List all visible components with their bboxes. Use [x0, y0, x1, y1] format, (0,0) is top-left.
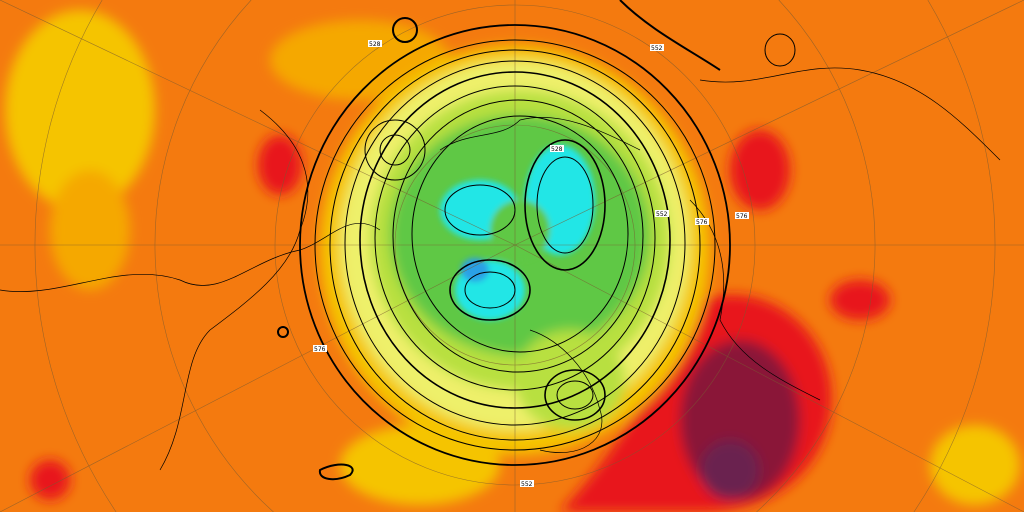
contour-label: 528 — [550, 145, 564, 153]
svg-text:528: 528 — [551, 146, 563, 153]
contour-label: 552 — [655, 210, 669, 218]
contour-labels: 528 552 576 528 552 576 552 576 — [313, 40, 749, 488]
contour-label: 552 — [520, 480, 534, 488]
height-contours — [277, 0, 796, 466]
coastlines — [0, 67, 1001, 481]
svg-text:552: 552 — [651, 45, 663, 52]
svg-text:576: 576 — [736, 213, 748, 220]
contour-label: 528 — [368, 40, 382, 48]
svg-text:576: 576 — [314, 346, 326, 353]
svg-text:552: 552 — [521, 481, 533, 488]
contour-label: 576 — [313, 345, 327, 353]
contour-label: 576 — [695, 218, 709, 226]
svg-text:528: 528 — [369, 41, 381, 48]
svg-text:576: 576 — [696, 219, 708, 226]
contour-label: 576 — [735, 212, 749, 220]
svg-text:552: 552 — [656, 211, 668, 218]
contour-label: 552 — [650, 44, 664, 52]
